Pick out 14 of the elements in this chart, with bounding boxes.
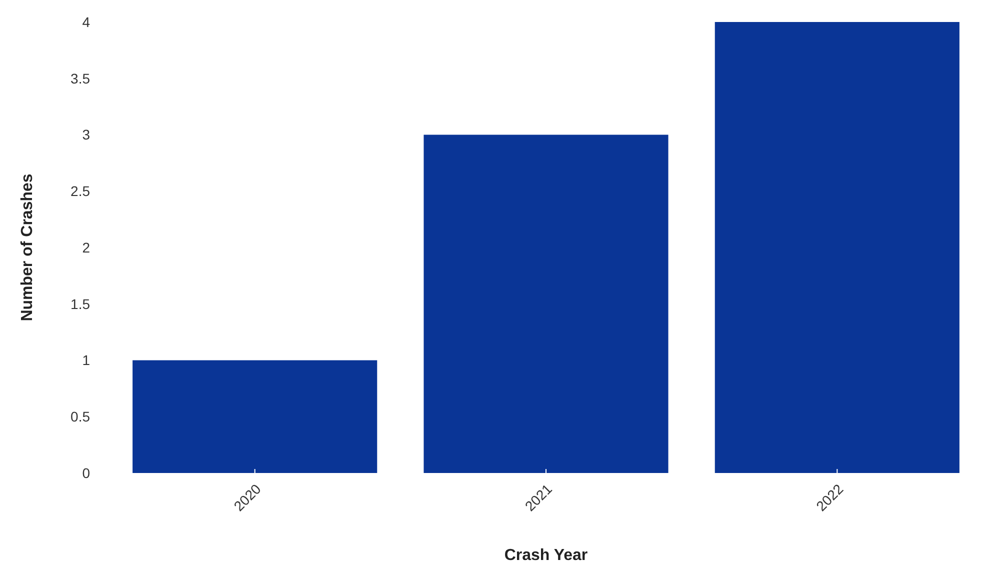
- y-tick-label: 2.5: [70, 183, 90, 200]
- y-tick-label: 2: [82, 239, 90, 256]
- y-tick-label: 0.5: [70, 408, 90, 425]
- bar: [424, 134, 668, 473]
- y-axis-title: Number of Crashes: [19, 174, 36, 322]
- y-tick-label: 0: [82, 464, 90, 481]
- bar: [132, 360, 378, 473]
- y-tick-label: 3: [82, 126, 90, 143]
- y-tick-label: 3.5: [70, 70, 90, 86]
- y-tick-label: 1.5: [70, 296, 90, 312]
- y-tick-label: 1: [82, 352, 90, 368]
- y-tick-label: 4: [82, 14, 90, 30]
- x-axis-title: Crash Year: [504, 547, 588, 564]
- bar: [714, 22, 960, 473]
